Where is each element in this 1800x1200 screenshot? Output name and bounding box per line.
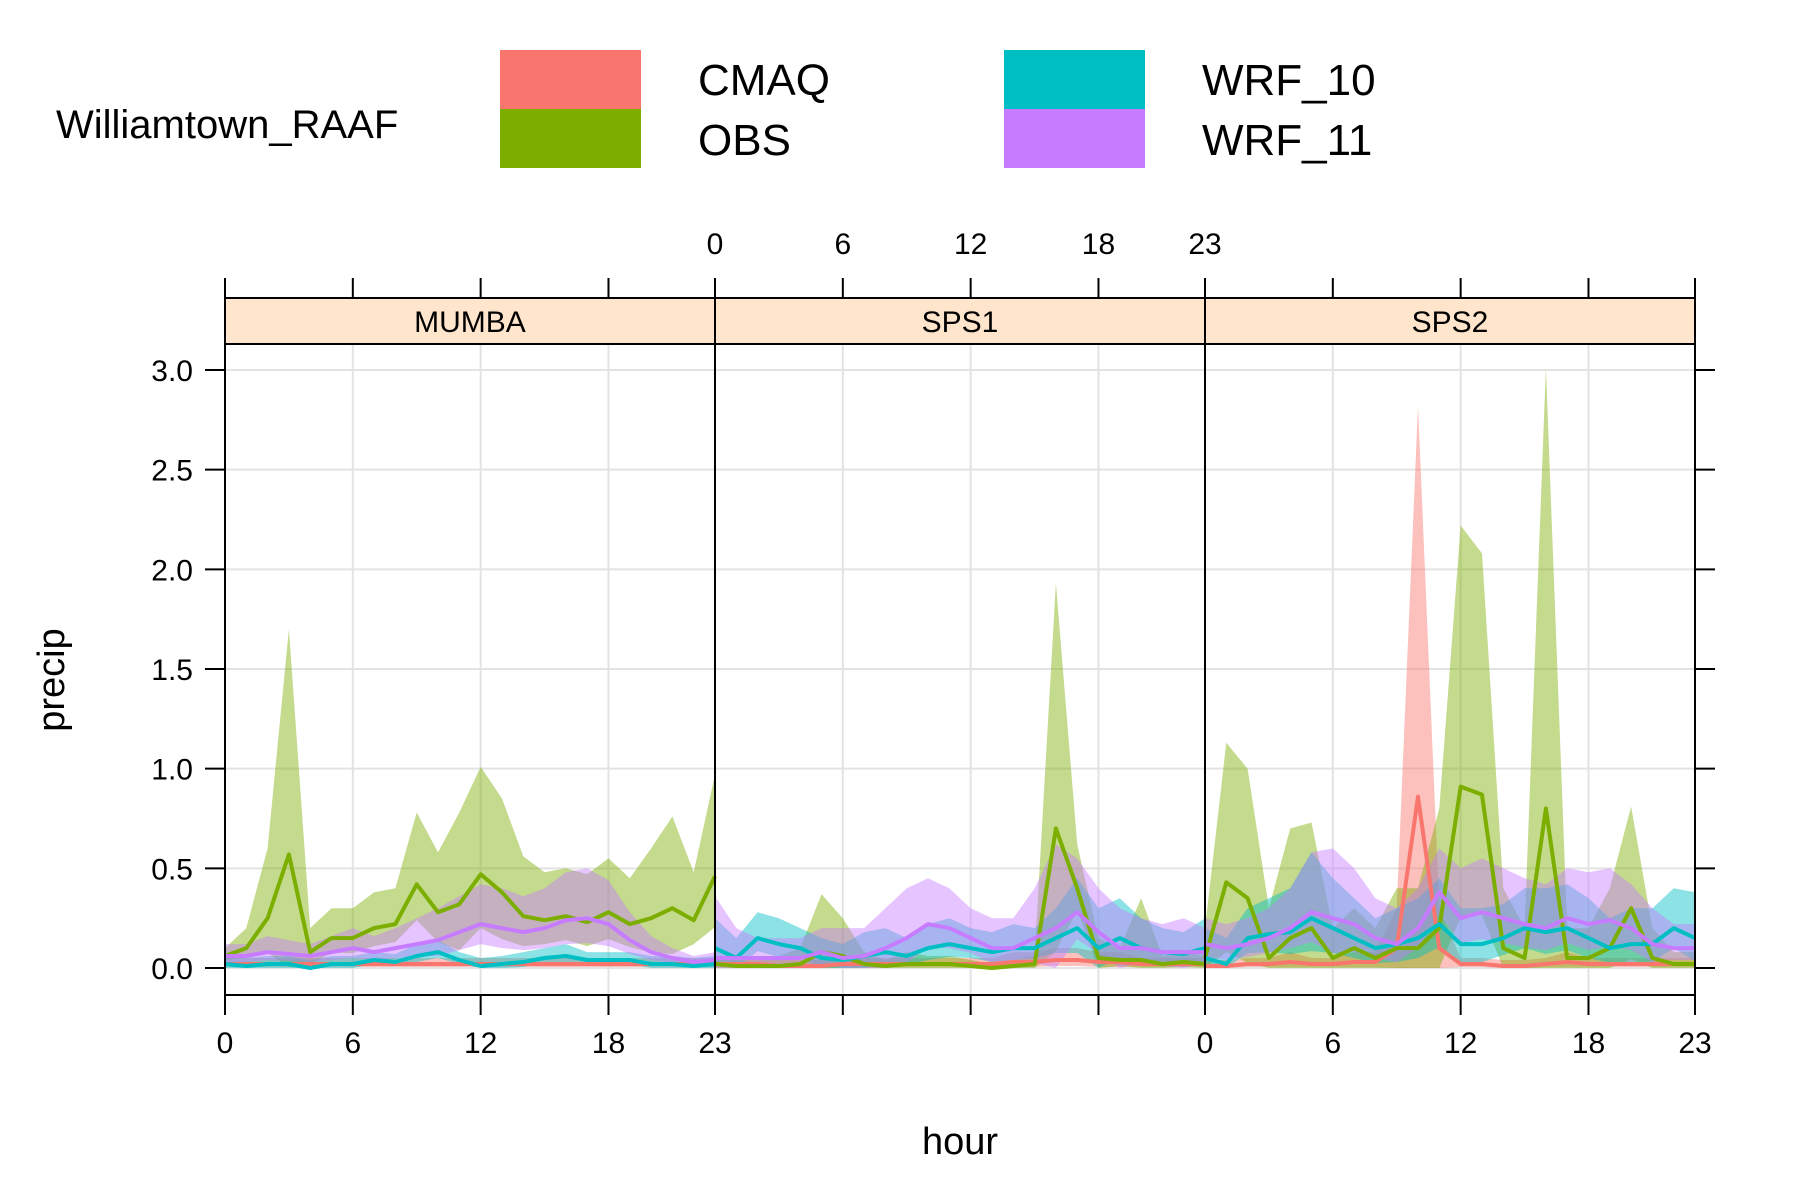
band-obs [715,583,1205,968]
strip-label-sps1: SPS1 [922,306,999,339]
x-tick-label: 12 [1444,1027,1477,1060]
x-tick-label: 18 [592,1027,625,1060]
line-wrf-10 [224,950,716,970]
legend-swatch-cmaq [500,50,641,109]
y-axis-title: precip [31,628,73,732]
line-obs [714,826,1206,970]
x-tick-label-top: 12 [954,228,987,261]
x-tick-label: 23 [698,1027,731,1060]
panel-sps1: SPS1 0 6 12 18 23 [707,228,1222,1015]
x-tick-label-top: 0 [707,228,724,261]
x-tick-label: 12 [464,1027,497,1060]
y-tick-label: 1.0 [151,754,193,787]
line-obs [1203,784,1695,966]
legend-swatch-wrf11 [1004,109,1145,168]
line-wrf-11 [715,910,1205,960]
strip-label-mumba: MUMBA [414,306,526,339]
x-tick-label: 6 [1324,1027,1341,1060]
legend-label-cmaq: CMAQ [698,56,830,105]
line-cmaq [1205,794,1695,968]
x-tick-label-top: 18 [1082,228,1115,261]
band-wrf-11 [715,844,1205,968]
axes: 0.0 0.5 1.0 1.5 2.0 2.5 3.0 [151,355,1715,986]
x-tick-label-top: 6 [834,228,851,261]
x-axis-title: hour [922,1121,998,1163]
x-tick-label: 0 [217,1027,234,1060]
band-wrf-10 [1205,852,1695,968]
y-tick-label: 2.5 [151,455,193,488]
y-tick-label: 0.0 [151,953,193,986]
legend-label-wrf10: WRF_10 [1202,56,1376,105]
line-wrf-10 [1204,916,1696,966]
band-wrf-11 [225,868,715,965]
x-tick-label: 18 [1572,1027,1605,1060]
legend-swatch-wrf10 [1004,50,1145,109]
line-wrf-11 [1204,890,1695,951]
band-obs [1205,368,1695,968]
y-tick-label: 0.5 [151,853,193,886]
legend-label-obs: OBS [698,116,791,165]
panel-mumba: MUMBA 0 6 12 18 23 [217,278,732,1060]
band-obs [225,629,715,967]
line-wrf-11 [225,916,716,964]
line-obs [224,852,717,958]
line-wrf-10 [714,926,1206,962]
panels: MUMBA 0 6 12 18 23 SPS1 0 6 12 18 23 SPS2 0 6 12 18 23 [217,228,1712,1060]
x-tick-label: 0 [1197,1027,1214,1060]
strip-sps1 [714,297,1206,345]
y-tick-label: 2.0 [151,554,193,587]
y-tick-label: 3.0 [151,355,193,388]
x-tick-label: 6 [344,1027,361,1060]
legend-title: Williamtown_RAAF [56,103,398,147]
legend-label-wrf11: WRF_11 [1202,116,1372,165]
legend-swatch-obs [500,109,641,168]
legend: Williamtown_RAAF CMAQ OBS WRF_10 WRF_11 [56,50,1376,168]
x-tick-label: 23 [1678,1027,1711,1060]
y-tick-label: 1.5 [151,654,193,687]
strip-label-sps2: SPS2 [1412,306,1489,339]
panel-sps2: SPS2 0 6 12 18 23 [1197,278,1712,1060]
x-tick-label-top: 23 [1188,228,1221,261]
